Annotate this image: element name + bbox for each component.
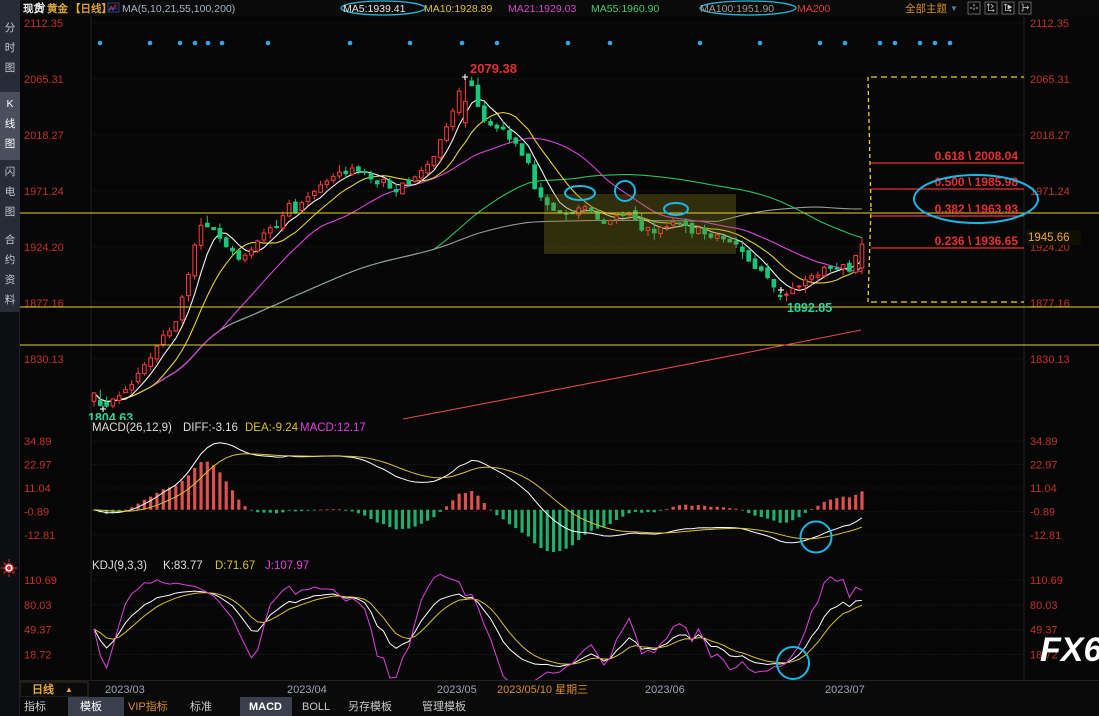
svg-text:电: 电 — [5, 185, 16, 198]
svg-text:MA200: MA200 — [797, 3, 830, 15]
svg-text:0.236 \ 1936.65: 0.236 \ 1936.65 — [935, 234, 1019, 248]
svg-text:1892.85: 1892.85 — [787, 301, 832, 315]
svg-text:DIFF:-3.16: DIFF:-3.16 — [183, 422, 238, 434]
svg-text:1971.24: 1971.24 — [24, 186, 64, 198]
svg-text:D:71.67: D:71.67 — [215, 560, 255, 572]
svg-text:80.03: 80.03 — [24, 600, 52, 612]
svg-text:另存模板: 另存模板 — [348, 699, 392, 713]
svg-text:K:83.77: K:83.77 — [163, 560, 203, 572]
svg-text:日线: 日线 — [32, 682, 54, 696]
svg-text:▲: ▲ — [65, 685, 73, 694]
svg-text:-0.89: -0.89 — [24, 507, 49, 519]
svg-text:MA55:1960.90: MA55:1960.90 — [591, 3, 659, 15]
svg-text:FX678: FX678 — [1040, 631, 1099, 669]
svg-text:K: K — [6, 98, 13, 110]
svg-text:2023/07: 2023/07 — [825, 684, 865, 696]
svg-text:线: 线 — [5, 117, 16, 130]
svg-text:图: 图 — [5, 138, 16, 150]
svg-text:-12.81: -12.81 — [1030, 530, 1061, 542]
svg-text:资: 资 — [5, 274, 16, 286]
svg-text:MA(5,10,21,55,100,200): MA(5,10,21,55,100,200) — [122, 3, 235, 15]
svg-text:18.72: 18.72 — [24, 649, 52, 661]
svg-text:2023/04: 2023/04 — [287, 684, 327, 696]
svg-text:模板: 模板 — [80, 699, 102, 713]
svg-text:1830.13: 1830.13 — [1030, 354, 1070, 366]
svg-text:1877.16: 1877.16 — [24, 298, 64, 310]
svg-text:2018.27: 2018.27 — [1030, 130, 1070, 142]
svg-text:2023/06: 2023/06 — [645, 684, 685, 696]
svg-text:11.04: 11.04 — [24, 483, 51, 495]
svg-text:J:107.97: J:107.97 — [265, 560, 309, 572]
svg-text:34.89: 34.89 — [1030, 436, 1058, 448]
svg-text:2065.31: 2065.31 — [24, 74, 64, 86]
svg-text:▼: ▼ — [950, 4, 958, 13]
svg-text:1924.20: 1924.20 — [24, 242, 64, 254]
svg-text:图: 图 — [5, 62, 16, 74]
svg-text:【日线】: 【日线】 — [70, 2, 112, 15]
svg-text:全部主题: 全部主题 — [905, 2, 947, 15]
svg-text:现货: 现货 — [23, 2, 44, 15]
svg-text:2112.35: 2112.35 — [1030, 18, 1069, 30]
svg-text:2023/05: 2023/05 — [437, 684, 477, 696]
svg-text:-12.81: -12.81 — [24, 530, 55, 542]
svg-text:料: 料 — [5, 293, 16, 306]
svg-text:管理模板: 管理模板 — [422, 699, 466, 713]
svg-text:2065.31: 2065.31 — [1030, 74, 1070, 86]
svg-text:2018.27: 2018.27 — [24, 130, 64, 142]
svg-text:2079.38: 2079.38 — [470, 61, 517, 76]
svg-text:标准: 标准 — [190, 699, 212, 713]
svg-text:110.69: 110.69 — [1030, 575, 1063, 587]
svg-text:2112.35: 2112.35 — [24, 18, 63, 30]
svg-text:MA10:1928.89: MA10:1928.89 — [424, 3, 492, 15]
svg-text:VIP指标: VIP指标 — [128, 699, 168, 713]
svg-text:MA21:1929.03: MA21:1929.03 — [508, 3, 576, 15]
svg-text:1945.66: 1945.66 — [1028, 232, 1070, 244]
svg-text:11.04: 11.04 — [1030, 483, 1057, 495]
svg-text:闪: 闪 — [5, 165, 16, 178]
svg-text:22.97: 22.97 — [1030, 460, 1058, 472]
svg-text:MA100:1951.90: MA100:1951.90 — [700, 3, 774, 15]
svg-text:黄金: 黄金 — [47, 2, 68, 15]
svg-text:110.69: 110.69 — [24, 575, 57, 587]
svg-text:49.37: 49.37 — [24, 625, 52, 637]
svg-text:DEA:-9.24: DEA:-9.24 — [245, 422, 299, 434]
svg-text:-0.89: -0.89 — [1030, 507, 1055, 519]
svg-text:MACD:12.17: MACD:12.17 — [300, 422, 366, 434]
svg-text:2023/03: 2023/03 — [105, 684, 145, 696]
svg-text:约: 约 — [5, 253, 16, 266]
svg-text:KDJ(9,3,3): KDJ(9,3,3) — [92, 560, 147, 572]
svg-text:BOLL: BOLL — [302, 701, 330, 713]
svg-text:MACD: MACD — [249, 701, 282, 713]
svg-text:0.382 \ 1963.93: 0.382 \ 1963.93 — [935, 202, 1019, 216]
svg-text:22.97: 22.97 — [24, 460, 52, 472]
svg-text:合: 合 — [5, 233, 16, 246]
svg-text:指标: 指标 — [24, 699, 46, 713]
svg-text:分: 分 — [5, 22, 16, 34]
svg-text:80.03: 80.03 — [1030, 600, 1058, 612]
svg-text:MA5:1939.41: MA5:1939.41 — [343, 3, 406, 15]
svg-text:MACD(26,12,9): MACD(26,12,9) — [92, 422, 172, 434]
svg-text:1830.13: 1830.13 — [24, 354, 64, 366]
svg-text:时: 时 — [5, 42, 16, 54]
svg-text:2023/05/10 星期三: 2023/05/10 星期三 — [497, 683, 588, 696]
svg-text:0.618 \ 2008.04: 0.618 \ 2008.04 — [935, 149, 1019, 163]
svg-text:1877.16: 1877.16 — [1030, 298, 1070, 310]
svg-text:图: 图 — [5, 206, 16, 218]
svg-text:34.89: 34.89 — [24, 436, 52, 448]
svg-text:1804.63: 1804.63 — [88, 411, 133, 420]
